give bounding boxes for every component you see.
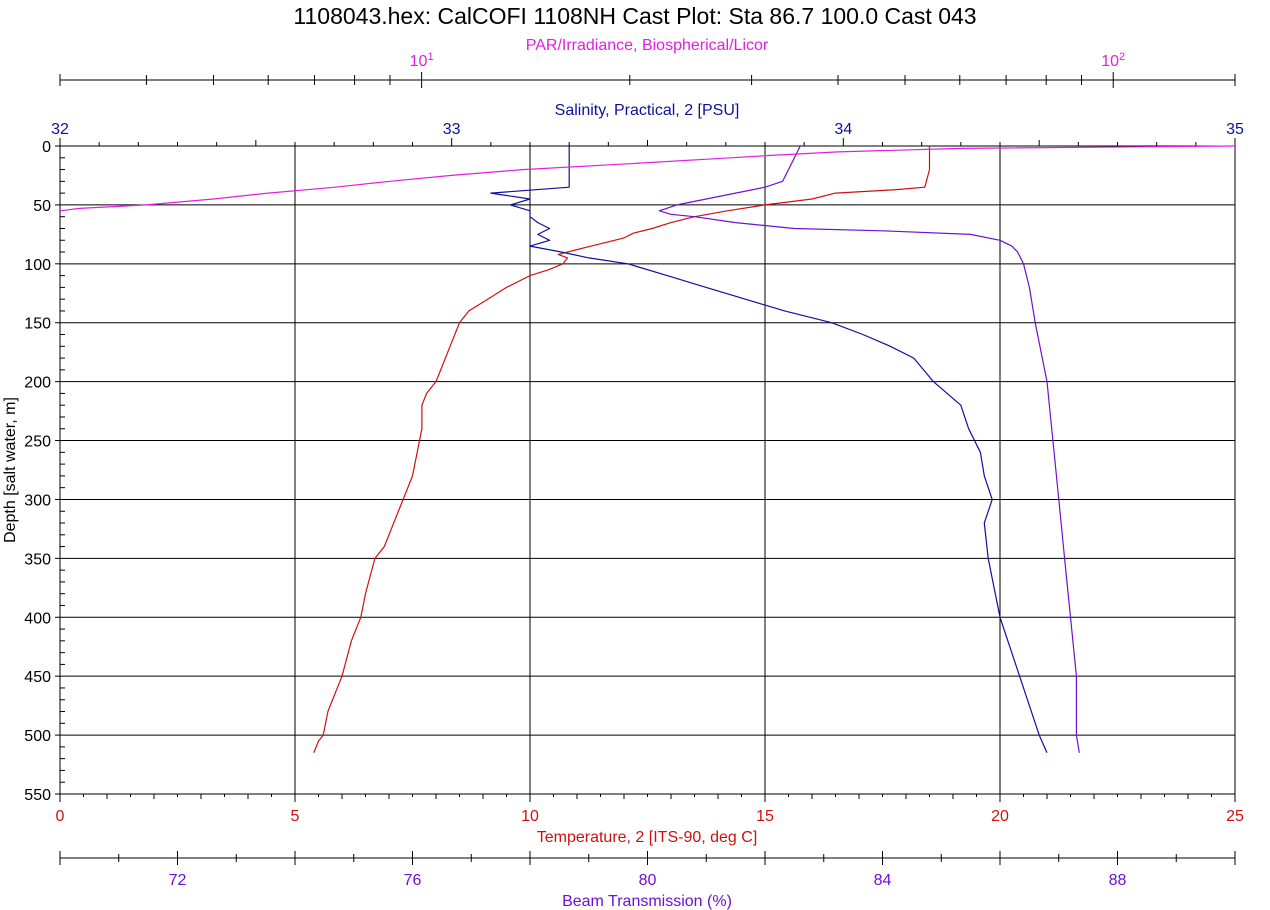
depth-tick-label: 350 — [24, 551, 51, 568]
depth-tick-label: 100 — [24, 257, 51, 274]
temperature-axis-label: Temperature, 2 [ITS-90, deg C] — [537, 829, 758, 846]
plot-grid — [60, 146, 1235, 794]
temperature-tick-label: 15 — [756, 808, 774, 825]
par-tick-label: 101 — [410, 51, 434, 70]
depth-axis: 0 50 100 150 200 250 300 350 400 450 500 550 — [24, 139, 65, 804]
salinity-tick-label: 34 — [834, 121, 852, 138]
beam-tick-label: 76 — [404, 872, 422, 889]
series-lines — [59, 145, 1236, 754]
par-series-line — [59, 145, 1236, 212]
depth-tick-label: 50 — [33, 198, 51, 215]
beam-series-line — [658, 145, 1080, 753]
par-axis-label: PAR/Irradiance, Biospherical/Licor — [526, 37, 769, 54]
depth-tick-label: 400 — [24, 610, 51, 627]
temperature-series-line — [313, 146, 931, 754]
depth-tick-label: 550 — [24, 787, 51, 804]
beam-tick-label: 84 — [874, 872, 892, 889]
beam-axis-label: Beam Transmission (%) — [562, 893, 732, 910]
salinity-axis-ticks: 32 33 34 35 — [51, 121, 1244, 146]
plot-frame — [59, 145, 1236, 795]
temperature-tick-label: 0 — [56, 808, 65, 825]
temperature-tick-label: 10 — [521, 808, 539, 825]
salinity-tick-label: 33 — [443, 121, 461, 138]
beam-tick-label: 72 — [169, 872, 187, 889]
par-tick-label: 102 — [1101, 51, 1125, 70]
salinity-axis-label: Salinity, Practical, 2 [PSU] — [555, 102, 740, 119]
salinity-tick-label: 32 — [51, 121, 69, 138]
depth-tick-label: 200 — [24, 375, 51, 392]
beam-tick-label: 80 — [639, 872, 657, 889]
depth-axis-label: Depth [salt water, m] — [2, 397, 19, 543]
depth-tick-label: 500 — [24, 728, 51, 745]
depth-tick-label: 300 — [24, 492, 51, 509]
beam-tick-label: 88 — [1109, 872, 1127, 889]
temperature-tick-label: 5 — [291, 808, 300, 825]
beam-axis: 72 76 80 84 88 — [59, 851, 1236, 889]
depth-tick-label: 150 — [24, 316, 51, 333]
temperature-axis-ticks: 0 5 10 15 20 25 — [56, 794, 1244, 825]
salinity-series-line — [490, 146, 1048, 754]
par-axis: 101 102 — [59, 51, 1236, 88]
depth-tick-label: 250 — [24, 434, 51, 451]
depth-tick-label: 450 — [24, 669, 51, 686]
salinity-tick-label: 35 — [1226, 121, 1244, 138]
chart-title: 1108043.hex: CalCOFI 1108NH Cast Plot: S… — [293, 3, 976, 29]
depth-tick-label: 0 — [42, 139, 51, 156]
temperature-tick-label: 25 — [1226, 808, 1244, 825]
temperature-tick-label: 20 — [991, 808, 1009, 825]
